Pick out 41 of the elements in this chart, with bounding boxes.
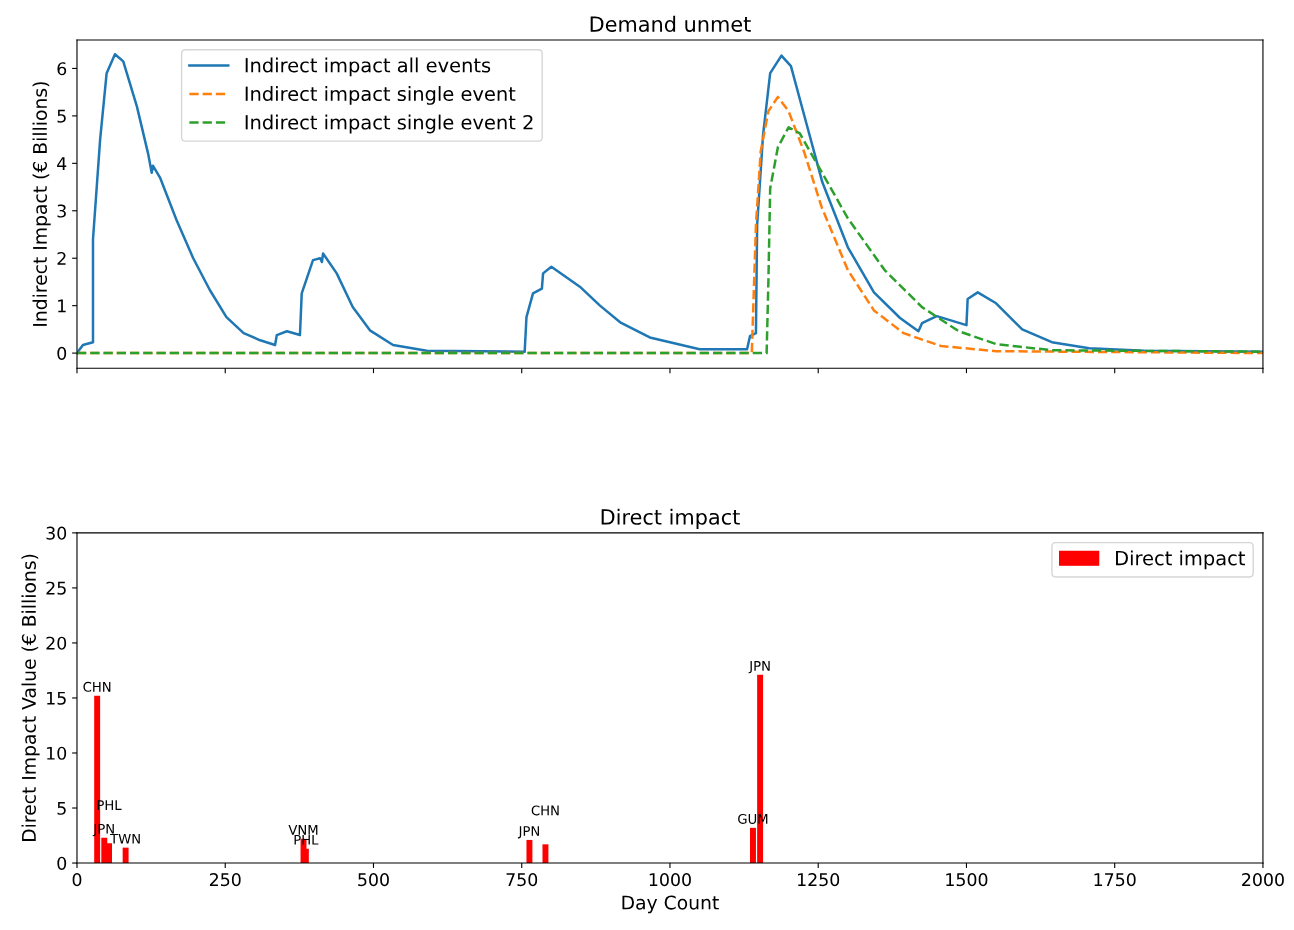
y-axis-title: Indirect Impact (€ Billions) — [32, 82, 51, 326]
data-label: JPN — [517, 826, 539, 839]
x-tick-label: 0 — [72, 873, 82, 887]
legend-label: Indirect impact all events — [245, 57, 491, 77]
y-tick-label: 25 — [46, 581, 66, 595]
legend-label: Indirect impact single event 2 — [245, 114, 533, 134]
y-tick-label: 0 — [57, 346, 67, 360]
data-label: JPN — [748, 661, 770, 674]
x-tick-label: 250 — [209, 873, 241, 887]
y-tick-label: 4 — [57, 157, 67, 170]
y-tick-label: 5 — [57, 801, 66, 815]
y-axis-title: Direct Impact Value (€ Billions) — [21, 554, 40, 841]
data-label: CHN — [83, 681, 111, 692]
x-tick-label: 1750 — [1094, 873, 1136, 887]
data-label: VNM — [288, 825, 318, 835]
y-tick-label: 0 — [57, 856, 67, 870]
y-tick-label: 5 — [57, 109, 66, 123]
y-tick-label: 6 — [57, 62, 67, 76]
x-tick-label: 1250 — [798, 873, 840, 887]
y-tick-label: 3 — [57, 204, 66, 218]
bar — [122, 847, 129, 864]
x-tick-label: 500 — [358, 873, 389, 887]
chart-title: Demand unmet — [590, 15, 751, 32]
chart-title: Direct impact — [601, 508, 740, 529]
y-tick-label: 20 — [46, 636, 67, 650]
y-tick-label: 10 — [47, 746, 67, 760]
bar — [542, 844, 549, 864]
data-label: PHL — [294, 834, 319, 845]
bar — [526, 839, 533, 864]
x-tick-label: 1000 — [649, 873, 691, 887]
data-label: CHN — [531, 805, 559, 816]
legend-label: Indirect impact single event — [245, 86, 516, 105]
x-axis-title: Day Count — [622, 895, 719, 914]
x-tick-label: 2000 — [1242, 873, 1284, 887]
x-tick-label: 750 — [506, 873, 538, 887]
y-tick-label: 30 — [46, 526, 67, 540]
legend-label: Direct impact — [1116, 550, 1245, 570]
y-tick-label: 2 — [57, 251, 66, 265]
y-tick-label: 15 — [47, 691, 66, 705]
x-tick-label: 1500 — [946, 873, 988, 887]
y-tick-label: 1 — [58, 299, 66, 313]
